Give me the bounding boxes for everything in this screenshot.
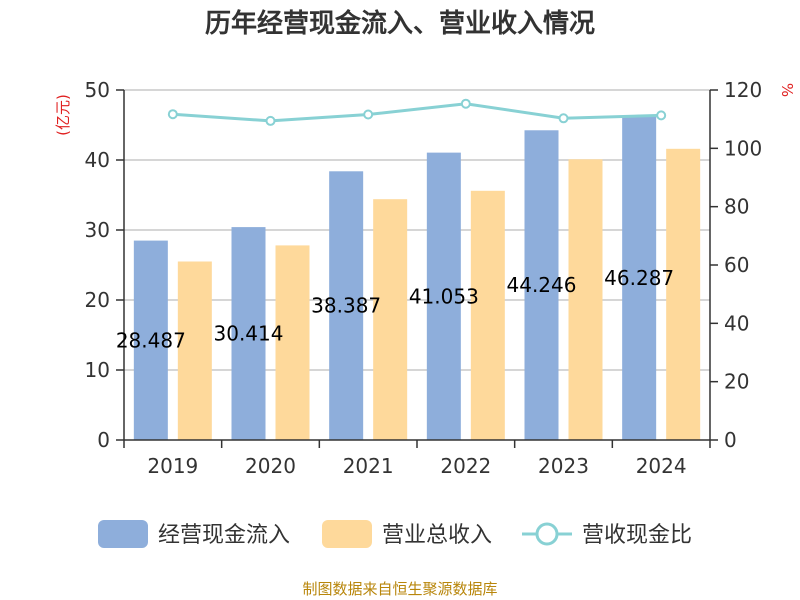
data-labels: 28.487 30.414 38.387 41.053 44.246 46.287: [116, 266, 674, 352]
legend-label: 营收现金比: [582, 523, 692, 548]
y-right-tick-label: 80: [724, 195, 749, 219]
y-right-tick-label: 100: [724, 136, 762, 160]
y-right-tick-label: 120: [724, 78, 762, 102]
bar-cash-inflow: [329, 171, 364, 440]
line-series: [167, 98, 667, 126]
bar-series: [133, 115, 701, 441]
y-right-tick-label: 0: [724, 428, 737, 452]
x-tick-label: 2024: [636, 454, 687, 478]
legend-swatch-marker: [535, 522, 559, 546]
bar-cash-inflow: [231, 227, 266, 440]
source-note: 制图数据来自恒生聚源数据库: [302, 580, 497, 598]
ratio-point: [363, 109, 374, 120]
x-tick-label: 2023: [538, 454, 589, 478]
x-tick-label: 2019: [147, 454, 198, 478]
legend-swatch: [322, 520, 372, 548]
bar-cash-inflow: [426, 152, 461, 440]
bar-value-label: 30.414: [214, 322, 284, 346]
grid-lines: [124, 89, 710, 371]
y-left-tick-label: 50: [85, 78, 110, 102]
legend-swatch: [98, 520, 148, 548]
bar-value-label: 44.246: [507, 273, 577, 297]
bar-revenue: [568, 159, 603, 441]
x-tick-label: 2022: [440, 454, 491, 478]
ratio-point: [656, 110, 667, 121]
bar-value-label: 41.053: [409, 284, 479, 308]
ratio-point: [265, 115, 276, 126]
y-left-unit: (亿元): [54, 94, 72, 136]
ratio-point: [167, 109, 178, 120]
y-left-tick-label: 30: [85, 218, 110, 242]
y-left-tick-label: 0: [97, 428, 110, 452]
chart-title: 历年经营现金流入、营业收入情况: [205, 8, 595, 39]
bar-value-label: 38.387: [311, 294, 381, 318]
bar-revenue: [177, 261, 212, 440]
bar-revenue: [470, 190, 505, 440]
ratio-point: [558, 113, 569, 124]
ratio-line: [172, 102, 662, 123]
y-left-tick-label: 20: [85, 288, 110, 312]
y-right-tick-label: 60: [724, 253, 749, 277]
bar-value-label: 46.287: [604, 266, 674, 290]
y-right-tick-label: 20: [724, 370, 749, 394]
bar-revenue: [373, 199, 408, 440]
y-right-tick-label: 40: [724, 311, 749, 335]
y-left-tick-label: 40: [85, 148, 110, 172]
ratio-point: [460, 98, 471, 109]
bar-cash-inflow: [133, 240, 168, 440]
x-tick-label: 2021: [343, 454, 394, 478]
bar-revenue: [275, 245, 310, 440]
y-left-tick-label: 10: [85, 358, 110, 382]
bar-cash-inflow: [622, 115, 657, 440]
y-right-unit: %: [778, 83, 796, 97]
axes: 0 10 20 30 40 50 0 20 40 60 80 100 120 2019 2020 2021 20…: [85, 78, 763, 478]
legend-label: 经营现金流入: [158, 523, 290, 548]
legend: 经营现金流入 营业总收入 营收现金比: [98, 520, 692, 548]
bar-cash-inflow: [524, 130, 559, 440]
bar-value-label: 28.487: [116, 328, 186, 352]
bar-revenue: [666, 148, 701, 441]
legend-label: 营业总收入: [382, 523, 492, 548]
x-tick-label: 2020: [245, 454, 296, 478]
